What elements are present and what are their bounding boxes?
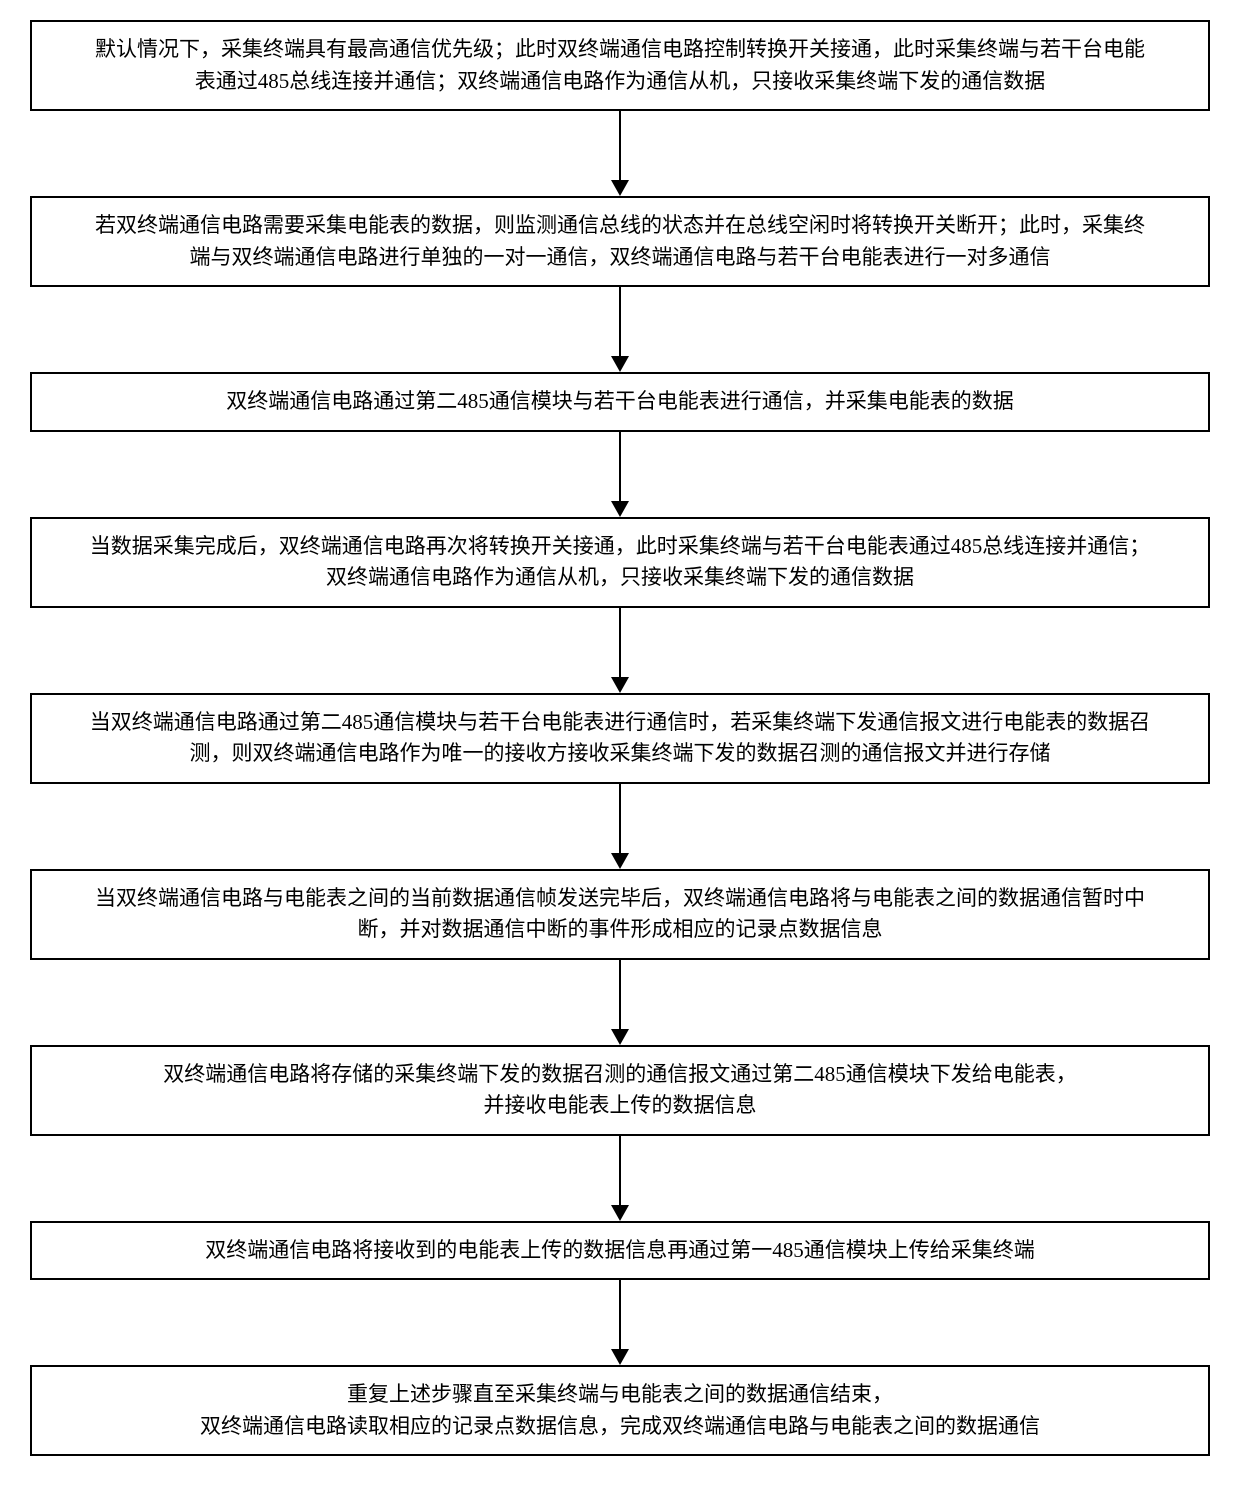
flow-step-5: 当双终端通信电路通过第二485通信模块与若干台电能表进行通信时，若采集终端下发通…	[30, 693, 1210, 784]
flow-step-6: 当双终端通信电路与电能表之间的当前数据通信帧发送完毕后，双终端通信电路将与电能表…	[30, 869, 1210, 960]
step-text: 当数据采集完成后，双终端通信电路再次将转换开关接通，此时采集终端与若干台电能表通…	[62, 531, 1178, 563]
step-text: 双终端通信电路通过第二485通信模块与若干台电能表进行通信，并采集电能表的数据	[62, 386, 1178, 418]
step-text: 双终端通信电路作为通信从机，只接收采集终端下发的通信数据	[62, 562, 1178, 594]
flow-step-4: 当数据采集完成后，双终端通信电路再次将转换开关接通，此时采集终端与若干台电能表通…	[30, 517, 1210, 608]
step-text: 双终端通信电路读取相应的记录点数据信息，完成双终端通信电路与电能表之间的数据通信	[62, 1411, 1178, 1443]
step-text: 当双终端通信电路与电能表之间的当前数据通信帧发送完毕后，双终端通信电路将与电能表…	[62, 883, 1178, 915]
arrow-down-icon	[611, 287, 629, 372]
step-text: 测，则双终端通信电路作为唯一的接收方接收采集终端下发的数据召测的通信报文并进行存…	[62, 738, 1178, 770]
flowchart-container: 默认情况下，采集终端具有最高通信优先级；此时双终端通信电路控制转换开关接通，此时…	[30, 20, 1210, 1456]
step-text: 断，并对数据通信中断的事件形成相应的记录点数据信息	[62, 914, 1178, 946]
arrow-down-icon	[611, 608, 629, 693]
flow-step-2: 若双终端通信电路需要采集电能表的数据，则监测通信总线的状态并在总线空闲时将转换开…	[30, 196, 1210, 287]
step-text: 重复上述步骤直至采集终端与电能表之间的数据通信结束，	[62, 1379, 1178, 1411]
step-text: 当双终端通信电路通过第二485通信模块与若干台电能表进行通信时，若采集终端下发通…	[62, 707, 1178, 739]
flow-step-3: 双终端通信电路通过第二485通信模块与若干台电能表进行通信，并采集电能表的数据	[30, 372, 1210, 432]
step-text: 双终端通信电路将存储的采集终端下发的数据召测的通信报文通过第二485通信模块下发…	[62, 1059, 1178, 1091]
arrow-down-icon	[611, 784, 629, 869]
step-text: 端与双终端通信电路进行单独的一对一通信，双终端通信电路与若干台电能表进行一对多通…	[62, 242, 1178, 274]
flow-step-1: 默认情况下，采集终端具有最高通信优先级；此时双终端通信电路控制转换开关接通，此时…	[30, 20, 1210, 111]
arrow-down-icon	[611, 432, 629, 517]
flow-step-9: 重复上述步骤直至采集终端与电能表之间的数据通信结束， 双终端通信电路读取相应的记…	[30, 1365, 1210, 1456]
step-text: 双终端通信电路将接收到的电能表上传的数据信息再通过第一485通信模块上传给采集终…	[62, 1235, 1178, 1267]
step-text: 默认情况下，采集终端具有最高通信优先级；此时双终端通信电路控制转换开关接通，此时…	[62, 34, 1178, 66]
step-text: 若双终端通信电路需要采集电能表的数据，则监测通信总线的状态并在总线空闲时将转换开…	[62, 210, 1178, 242]
arrow-down-icon	[611, 111, 629, 196]
arrow-down-icon	[611, 1136, 629, 1221]
step-text: 表通过485总线连接并通信；双终端通信电路作为通信从机，只接收采集终端下发的通信…	[62, 66, 1178, 98]
arrow-down-icon	[611, 1280, 629, 1365]
flow-step-7: 双终端通信电路将存储的采集终端下发的数据召测的通信报文通过第二485通信模块下发…	[30, 1045, 1210, 1136]
step-text: 并接收电能表上传的数据信息	[62, 1090, 1178, 1122]
flow-step-8: 双终端通信电路将接收到的电能表上传的数据信息再通过第一485通信模块上传给采集终…	[30, 1221, 1210, 1281]
arrow-down-icon	[611, 960, 629, 1045]
